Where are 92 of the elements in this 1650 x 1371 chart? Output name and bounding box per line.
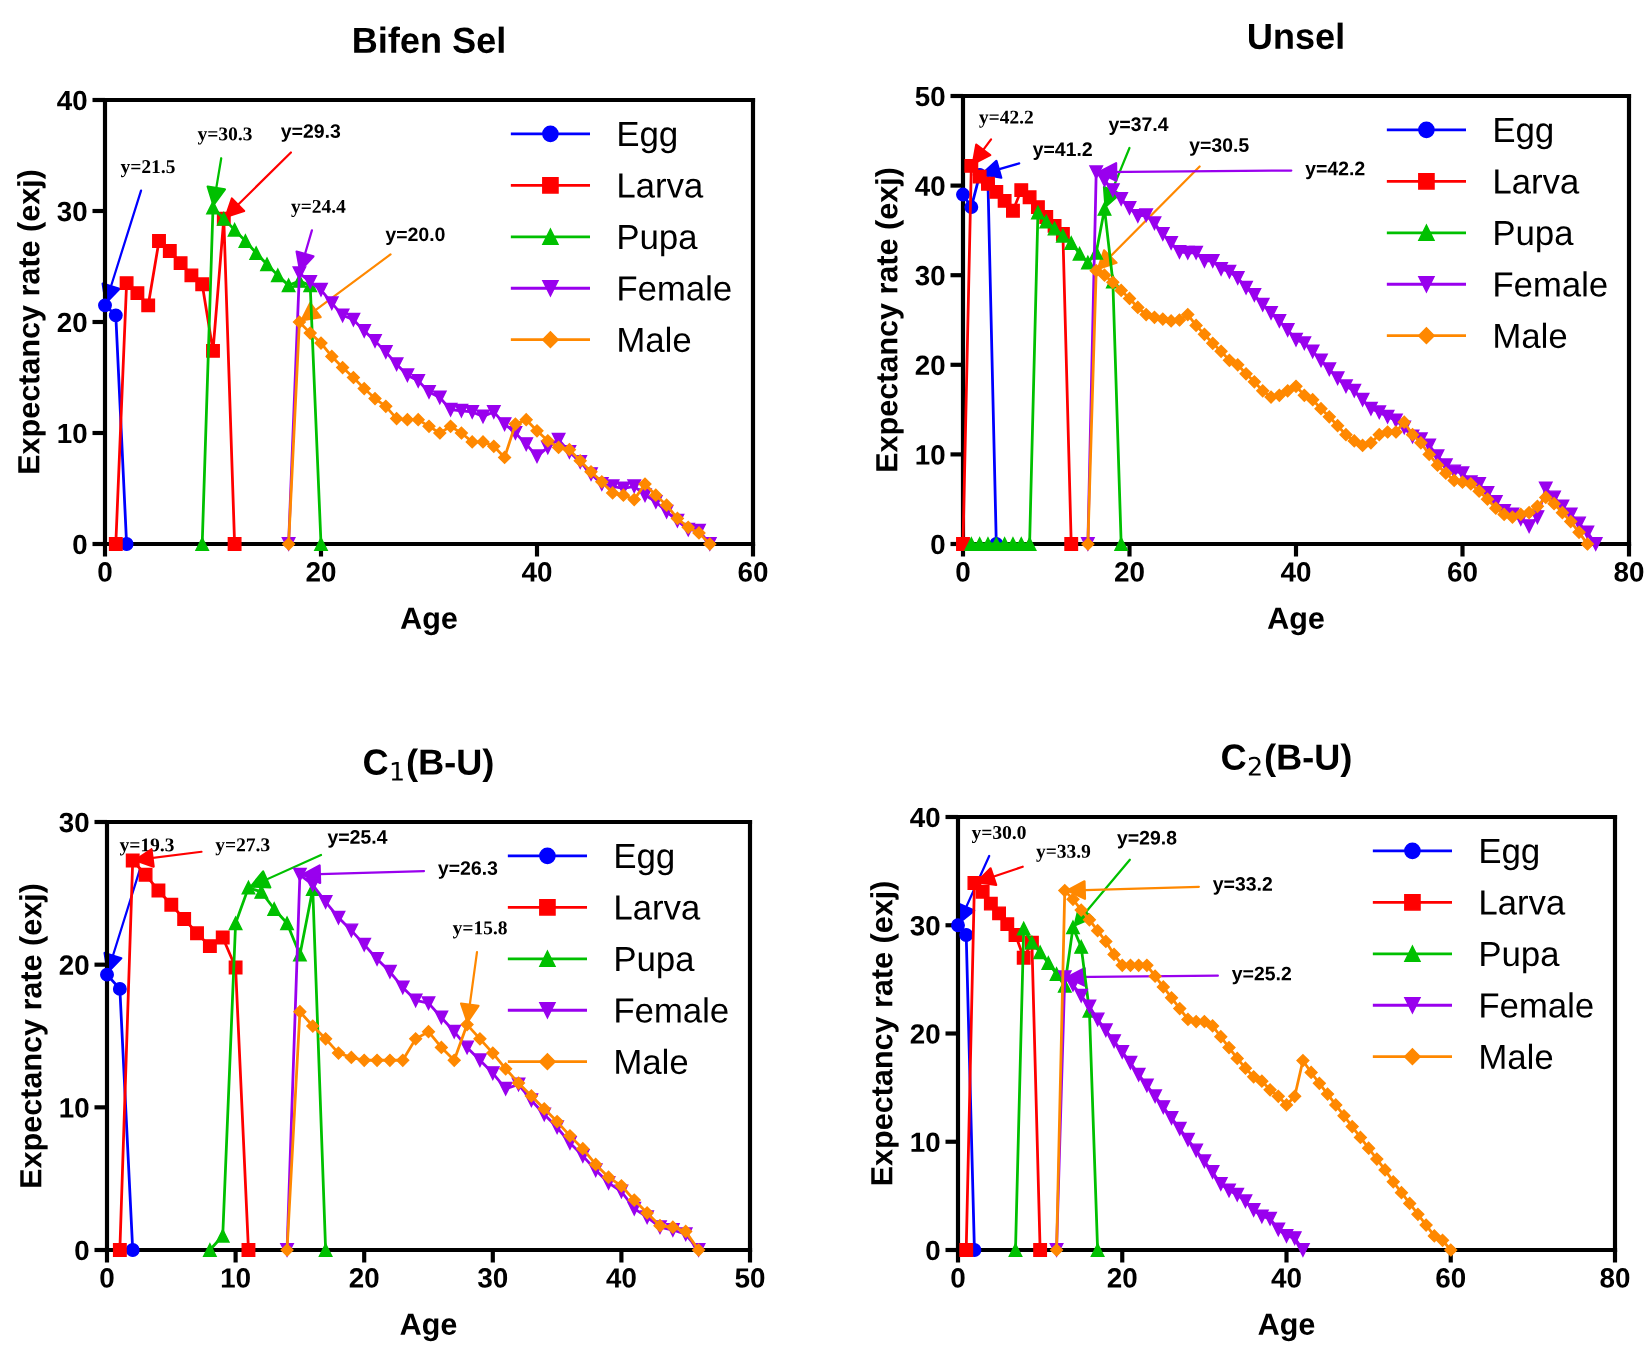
x-tick-label: 80 bbox=[1614, 562, 1644, 582]
x-tick-label: 10 bbox=[221, 1268, 250, 1288]
legend-label: Female bbox=[616, 997, 728, 1023]
legend-label: Larva bbox=[619, 173, 704, 198]
y-tick-label: 0 bbox=[75, 1240, 89, 1261]
annotation: y=42.2 bbox=[979, 110, 1033, 128]
annotation: y=26.3 bbox=[438, 861, 498, 879]
y-tick-label: 20 bbox=[59, 955, 89, 976]
annotation: y=24.4 bbox=[291, 199, 346, 217]
y-tick-label: 0 bbox=[926, 1240, 940, 1261]
x-axis-title: Age bbox=[1267, 607, 1324, 636]
annotation: y=30.3 bbox=[197, 127, 252, 145]
x-tick-label: 60 bbox=[738, 562, 768, 582]
y-tick-label: 30 bbox=[915, 265, 945, 286]
y-axis-title: Expectancy rate (exj) bbox=[875, 168, 904, 471]
legend-label: Larva bbox=[616, 895, 701, 920]
legend-label: Pupa bbox=[616, 947, 695, 979]
y-tick-label: 10 bbox=[58, 423, 87, 444]
x-tick-label: 60 bbox=[1448, 562, 1477, 582]
legend-label: Male bbox=[1481, 1043, 1553, 1070]
annotation: y=37.4 bbox=[1108, 117, 1169, 135]
x-tick-label: 20 bbox=[1107, 1268, 1137, 1288]
annotation: y=21.5 bbox=[120, 160, 175, 178]
x-tick-label: 0 bbox=[98, 562, 112, 582]
legend-label: Larva bbox=[1495, 169, 1580, 194]
y-tick-label: 20 bbox=[915, 355, 945, 376]
annotation: y=29.8 bbox=[1117, 830, 1177, 849]
legend-label: Male bbox=[619, 326, 691, 353]
y-tick-label: 10 bbox=[916, 445, 945, 465]
y-axis-title: Expectancy rate (exj) bbox=[17, 170, 46, 473]
legend-label: Egg bbox=[616, 844, 673, 876]
annotation: y=42.2 bbox=[1305, 161, 1365, 180]
legend-label: Egg bbox=[619, 122, 676, 154]
y-tick-label: 30 bbox=[910, 915, 940, 936]
y-tick-label: 20 bbox=[910, 1024, 940, 1044]
chart-title: Unsel bbox=[1249, 22, 1343, 50]
x-tick-label: 30 bbox=[477, 1268, 508, 1288]
y-tick-label: 40 bbox=[915, 176, 945, 196]
y-axis-title: Expectancy rate (exj) bbox=[870, 882, 899, 1185]
legend-label: Female bbox=[1495, 271, 1607, 297]
legend-label: Egg bbox=[1495, 118, 1552, 150]
x-tick-label: 0 bbox=[951, 1268, 965, 1288]
legend-label: Larva bbox=[1481, 890, 1566, 915]
annotation: y=25.2 bbox=[1231, 966, 1291, 985]
legend-label: Pupa bbox=[1481, 942, 1560, 974]
annotation: y=33.9 bbox=[1036, 844, 1091, 862]
legend-label: Egg bbox=[1481, 839, 1538, 871]
x-tick-label: 60 bbox=[1436, 1268, 1466, 1288]
annotation: y=19.3 bbox=[119, 838, 174, 856]
x-tick-label: 40 bbox=[1280, 562, 1311, 582]
y-axis-title: Expectancy rate (exj) bbox=[19, 884, 48, 1187]
legend-label: Male bbox=[616, 1048, 688, 1075]
x-tick-label: 80 bbox=[1600, 1268, 1630, 1288]
legend-label: Female bbox=[1481, 992, 1593, 1018]
legend-label: Female bbox=[619, 275, 731, 301]
x-tick-label: 40 bbox=[1271, 1268, 1301, 1288]
annotation: y=30.0 bbox=[971, 825, 1026, 844]
chart-title: Bifen Sel bbox=[354, 26, 504, 54]
annotation: y=27.3 bbox=[215, 838, 270, 856]
x-tick-label: 20 bbox=[1115, 562, 1144, 582]
legend-label: Pupa bbox=[1495, 221, 1574, 253]
annotation: y=30.5 bbox=[1189, 138, 1249, 156]
x-tick-label: 20 bbox=[306, 562, 336, 582]
annotation: y=15.8 bbox=[452, 921, 507, 939]
x-tick-label: 20 bbox=[349, 1268, 379, 1288]
annotation: y=29.3 bbox=[280, 124, 341, 142]
y-tick-label: 10 bbox=[60, 1098, 89, 1118]
x-tick-label: 40 bbox=[606, 1268, 636, 1288]
x-axis-title: Age bbox=[400, 1313, 457, 1342]
annotation: y=41.2 bbox=[1032, 142, 1092, 160]
annotation: y=33.2 bbox=[1212, 877, 1272, 895]
annotation: y=20.0 bbox=[385, 227, 445, 246]
y-tick-label: 20 bbox=[57, 312, 87, 333]
y-tick-label: 40 bbox=[910, 807, 940, 828]
y-tick-label: 0 bbox=[931, 534, 945, 555]
y-tick-label: 50 bbox=[915, 86, 945, 107]
x-axis-title: Age bbox=[1258, 1313, 1315, 1342]
x-tick-label: 0 bbox=[100, 1268, 114, 1288]
y-tick-label: 0 bbox=[73, 534, 87, 555]
y-tick-label: 30 bbox=[57, 201, 87, 222]
y-tick-label: 10 bbox=[911, 1132, 940, 1153]
annotation: y=25.4 bbox=[327, 830, 388, 848]
y-tick-label: 40 bbox=[57, 90, 87, 111]
legend-label: Male bbox=[1495, 322, 1567, 349]
legend-label: Pupa bbox=[619, 225, 698, 257]
x-tick-label: 50 bbox=[735, 1268, 765, 1288]
x-tick-label: 40 bbox=[521, 562, 552, 582]
x-tick-label: 0 bbox=[956, 562, 970, 582]
chart-title: C$_{2}$(B-U) bbox=[1222, 743, 1351, 778]
x-axis-title: Age bbox=[400, 607, 457, 636]
y-tick-label: 30 bbox=[59, 812, 89, 833]
chart-title: C$_{1}$(B-U) bbox=[364, 748, 493, 783]
